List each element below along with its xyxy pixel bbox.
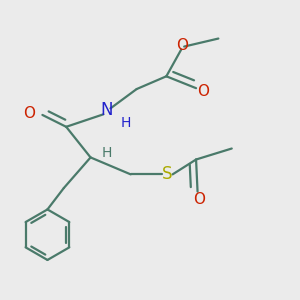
Text: O: O [193,192,205,207]
Text: H: H [121,116,131,130]
Text: S: S [162,165,172,183]
Text: O: O [23,106,35,121]
Text: H: H [102,146,112,160]
Text: O: O [197,84,209,99]
Text: O: O [176,38,188,52]
Text: N: N [101,101,113,119]
